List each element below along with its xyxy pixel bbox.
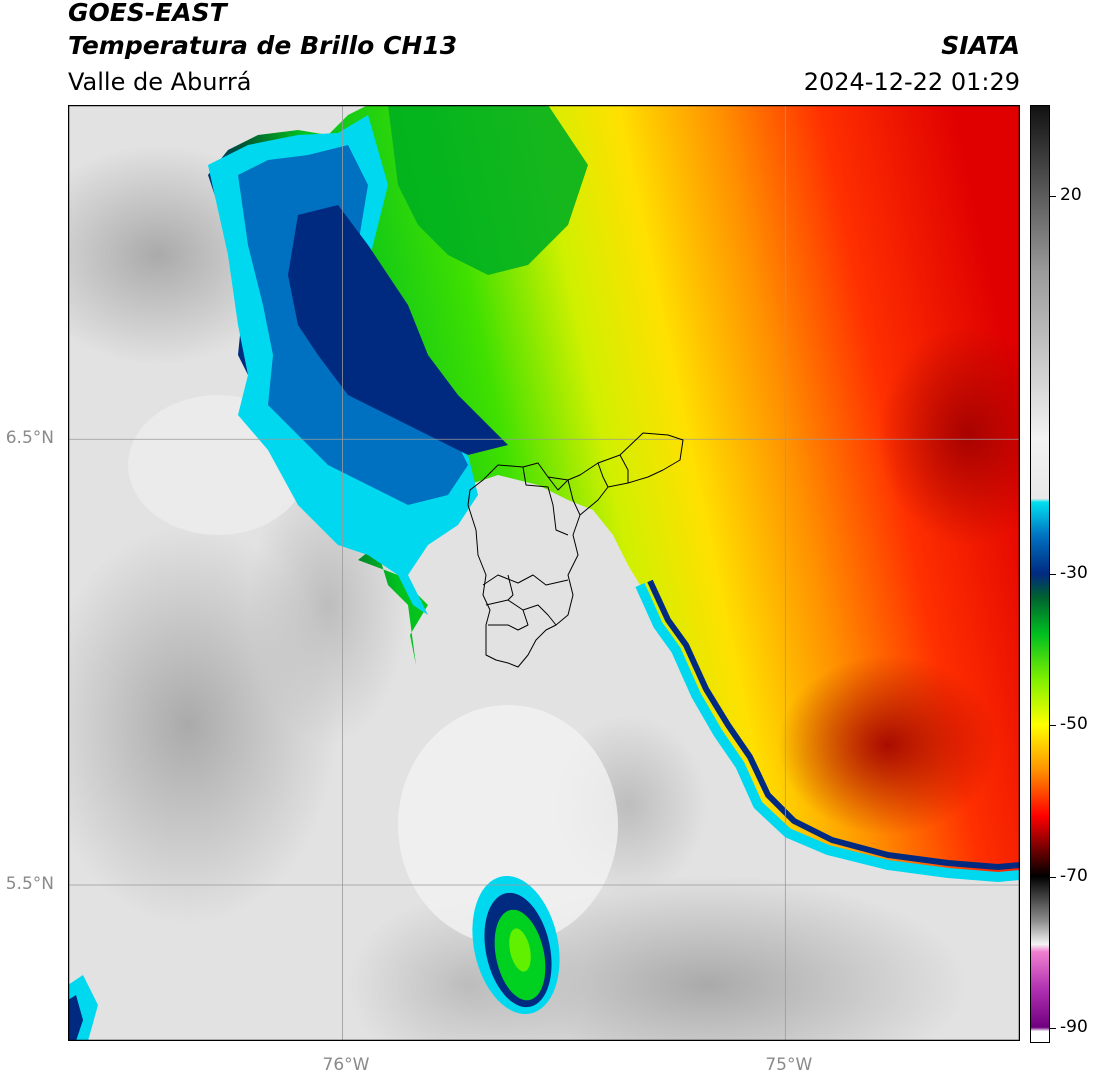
lat-tick-label: 5.5°N [5,874,54,894]
boundary-inner [547,476,569,491]
colorbar-tick-mark [1050,876,1056,878]
boundary-inner [619,454,629,483]
colorbar-svg [1030,105,1050,1043]
colorbar [1030,105,1050,1043]
cloud-hotspot [878,325,1020,545]
satellite-map [68,105,1020,1041]
colorbar-tick-label: -70 [1060,865,1088,886]
southern-cell [472,875,560,1015]
boundary-inner [567,479,581,516]
boundary-inner [485,599,557,626]
cloud-green-north [388,105,588,275]
boundary-inner [488,609,529,631]
cloud-west-deep [288,205,508,455]
map-border [68,105,1020,1041]
cloud-hotspot [778,655,998,835]
colorbar-tick-label: -30 [1060,563,1088,583]
boundary-inner [522,466,569,536]
region-subtitle: Valle de Aburrá [68,68,252,96]
southern-cell-lime [509,928,531,972]
gridlines [68,105,1020,1041]
product-title: Temperatura de Brillo CH13 [68,31,458,60]
cloud-edge-band [635,582,1020,882]
lat-tick-label: 6.5°N [5,428,54,449]
boundary-inner [482,574,569,586]
colorbar-tick-mark [1050,574,1056,575]
cloud-edge-band-dark [647,579,1020,870]
map-svg [68,105,1020,1041]
boundary-outline [467,432,684,668]
colorbar-tick-mark [1050,1027,1056,1029]
colorbar-fill [1030,105,1050,1043]
agency-label: SIATA [941,31,1020,60]
colorbar-tick-mark [1050,725,1056,727]
municipal-boundaries [467,432,684,668]
colorbar-tick-label: -90 [1060,1016,1088,1037]
satellite-title: GOES-EAST [68,0,227,27]
lon-tick-label: 75°W [765,1055,813,1075]
boundary-inner [507,574,514,601]
colorbar-tick-label: -50 [1060,714,1088,735]
timestamp-label: 2024-12-22 01:29 [803,68,1020,96]
boundary-inner [597,462,609,488]
colorbar-tick-label: 20 [1060,184,1082,205]
cloud-fragment [68,995,83,1041]
lon-tick-label: 76°W [322,1055,370,1075]
colorbar-tick-mark [1050,195,1056,197]
